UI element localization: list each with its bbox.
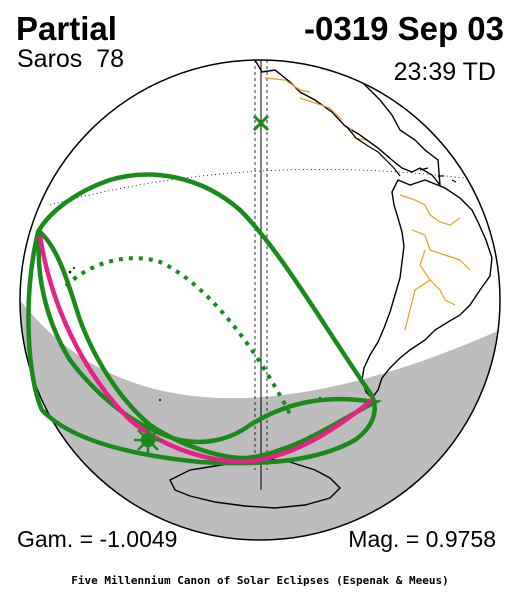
south-america-borders — [399, 194, 471, 331]
equator-line — [49, 169, 481, 206]
eclipse-type-title: Partial — [16, 10, 117, 47]
central-america-outline — [345, 125, 401, 177]
north-america-outline — [254, 60, 441, 188]
x-mark-icon — [252, 114, 270, 132]
penumbra-outer-limit — [26, 172, 377, 466]
star-burst-icon — [134, 426, 162, 454]
eclipse-date: -0319 Sep 03 — [304, 10, 504, 47]
greatest-eclipse-curve — [37, 235, 374, 465]
globe-outline — [19, 59, 501, 541]
gamma-value: Gam. = -1.0049 — [17, 526, 178, 552]
pacific-islands — [68, 267, 321, 401]
magnitude-value: Mag. = 0.9758 — [348, 526, 496, 552]
caribbean-islands — [419, 167, 469, 207]
south-america-outline — [361, 179, 493, 400]
north-america-borders — [264, 60, 366, 141]
max-eclipse-track — [64, 256, 294, 419]
credit-line: Five Millennium Canon of Solar Eclipses … — [71, 574, 449, 587]
saros-number: Saros 78 — [17, 45, 125, 73]
eclipse-time: 23:39 TD — [393, 58, 496, 86]
penumbra-inner-limit — [36, 230, 383, 461]
